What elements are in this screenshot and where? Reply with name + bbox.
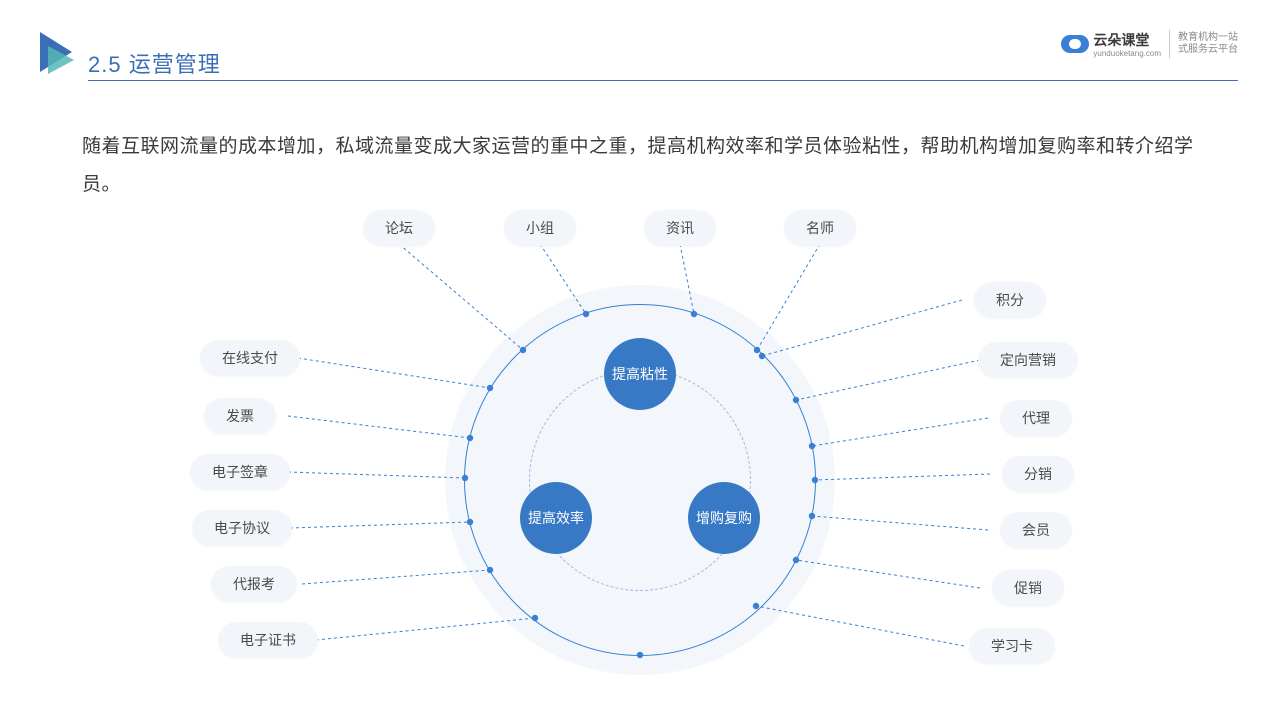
brand-logo: 云朵课堂 yunduoketang.com 教育机构一站 式服务云平台 [1061,30,1238,58]
logo-main-text: 云朵课堂 [1093,30,1161,50]
operations-diagram: 提高粘性 提高效率 增购复购 论坛 小组 资讯 名师 在线支付 发票 电子签章 … [0,0,1280,720]
pill-news: 资讯 [644,210,716,246]
center-node-efficiency: 提高效率 [520,482,592,554]
section-title-text: 运营管理 [129,52,221,77]
center-node-repurchase: 增购复购 [688,482,760,554]
pill-promo: 促销 [992,570,1064,606]
logo-sub-text: yunduoketang.com [1093,49,1161,58]
pill-cert: 电子证书 [218,622,318,658]
pill-invoice: 发票 [204,398,276,434]
pill-agent: 代理 [1000,400,1072,436]
pill-group: 小组 [504,210,576,246]
pill-agreement: 电子协议 [192,510,292,546]
dashed-ring [529,369,751,591]
description-text: 随着互联网流量的成本增加，私域流量变成大家运营的重中之重，提高机构效率和学员体验… [82,128,1226,204]
title-underline [88,80,1238,81]
pill-targeting: 定向营销 [978,342,1078,378]
pill-forum: 论坛 [363,210,435,246]
outer-bg-circle [445,285,835,675]
pill-online-pay: 在线支付 [200,340,300,376]
solid-ring [464,304,816,656]
pill-points: 积分 [974,282,1046,318]
logo-divider [1169,30,1170,58]
header-play-icon [38,30,78,79]
pill-card: 学习卡 [969,628,1055,664]
pill-teacher: 名师 [784,210,856,246]
center-node-stickiness: 提高粘性 [604,338,676,410]
section-title: 2.5 运营管理 [88,47,221,79]
pill-exam: 代报考 [211,566,297,602]
pill-dist: 分销 [1002,456,1074,492]
section-number: 2.5 [88,52,122,77]
logo-tagline: 教育机构一站 式服务云平台 [1178,32,1238,56]
cloud-icon [1061,35,1089,53]
pill-seal: 电子签章 [190,454,290,490]
pill-member: 会员 [1000,512,1072,548]
connector-lines [0,0,1280,720]
